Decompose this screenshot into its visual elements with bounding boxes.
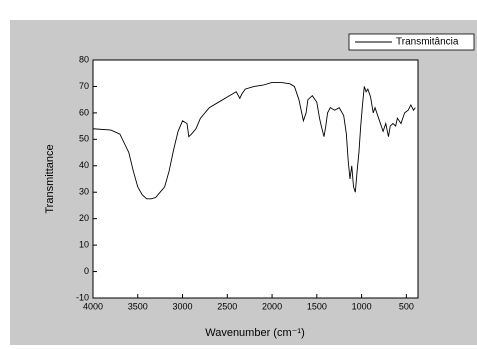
x-axis-label: Wavenumber (cm⁻¹) (205, 327, 305, 339)
y-tick-label: 0 (84, 266, 89, 276)
data-line (92, 82, 416, 200)
x-tick-label: 3000 (173, 301, 193, 311)
x-tick-label: 4000 (83, 301, 103, 311)
x-tick-label: 2500 (217, 301, 237, 311)
x-tick-label: 1500 (307, 301, 327, 311)
y-tick-label: 80 (79, 54, 89, 64)
legend (348, 33, 475, 51)
y-tick-label: 20 (79, 213, 89, 223)
y-tick-label: 50 (79, 134, 89, 144)
x-tick-label: 1000 (352, 301, 372, 311)
y-tick-label: 70 (79, 81, 89, 91)
y-tick-label: 60 (79, 107, 89, 117)
y-tick-label: 10 (79, 239, 89, 249)
x-tick-label: 500 (399, 301, 414, 311)
x-tick-label: 3500 (128, 301, 148, 311)
x-tick-label: 2000 (262, 301, 282, 311)
y-tick-label: 30 (79, 187, 89, 197)
plot-area (92, 59, 419, 299)
y-tick-label: 40 (79, 160, 89, 170)
legend-label: Transmitância (396, 37, 459, 48)
y-axis-label: Transmittance (44, 144, 56, 213)
y-tick-label: -10 (76, 292, 89, 302)
